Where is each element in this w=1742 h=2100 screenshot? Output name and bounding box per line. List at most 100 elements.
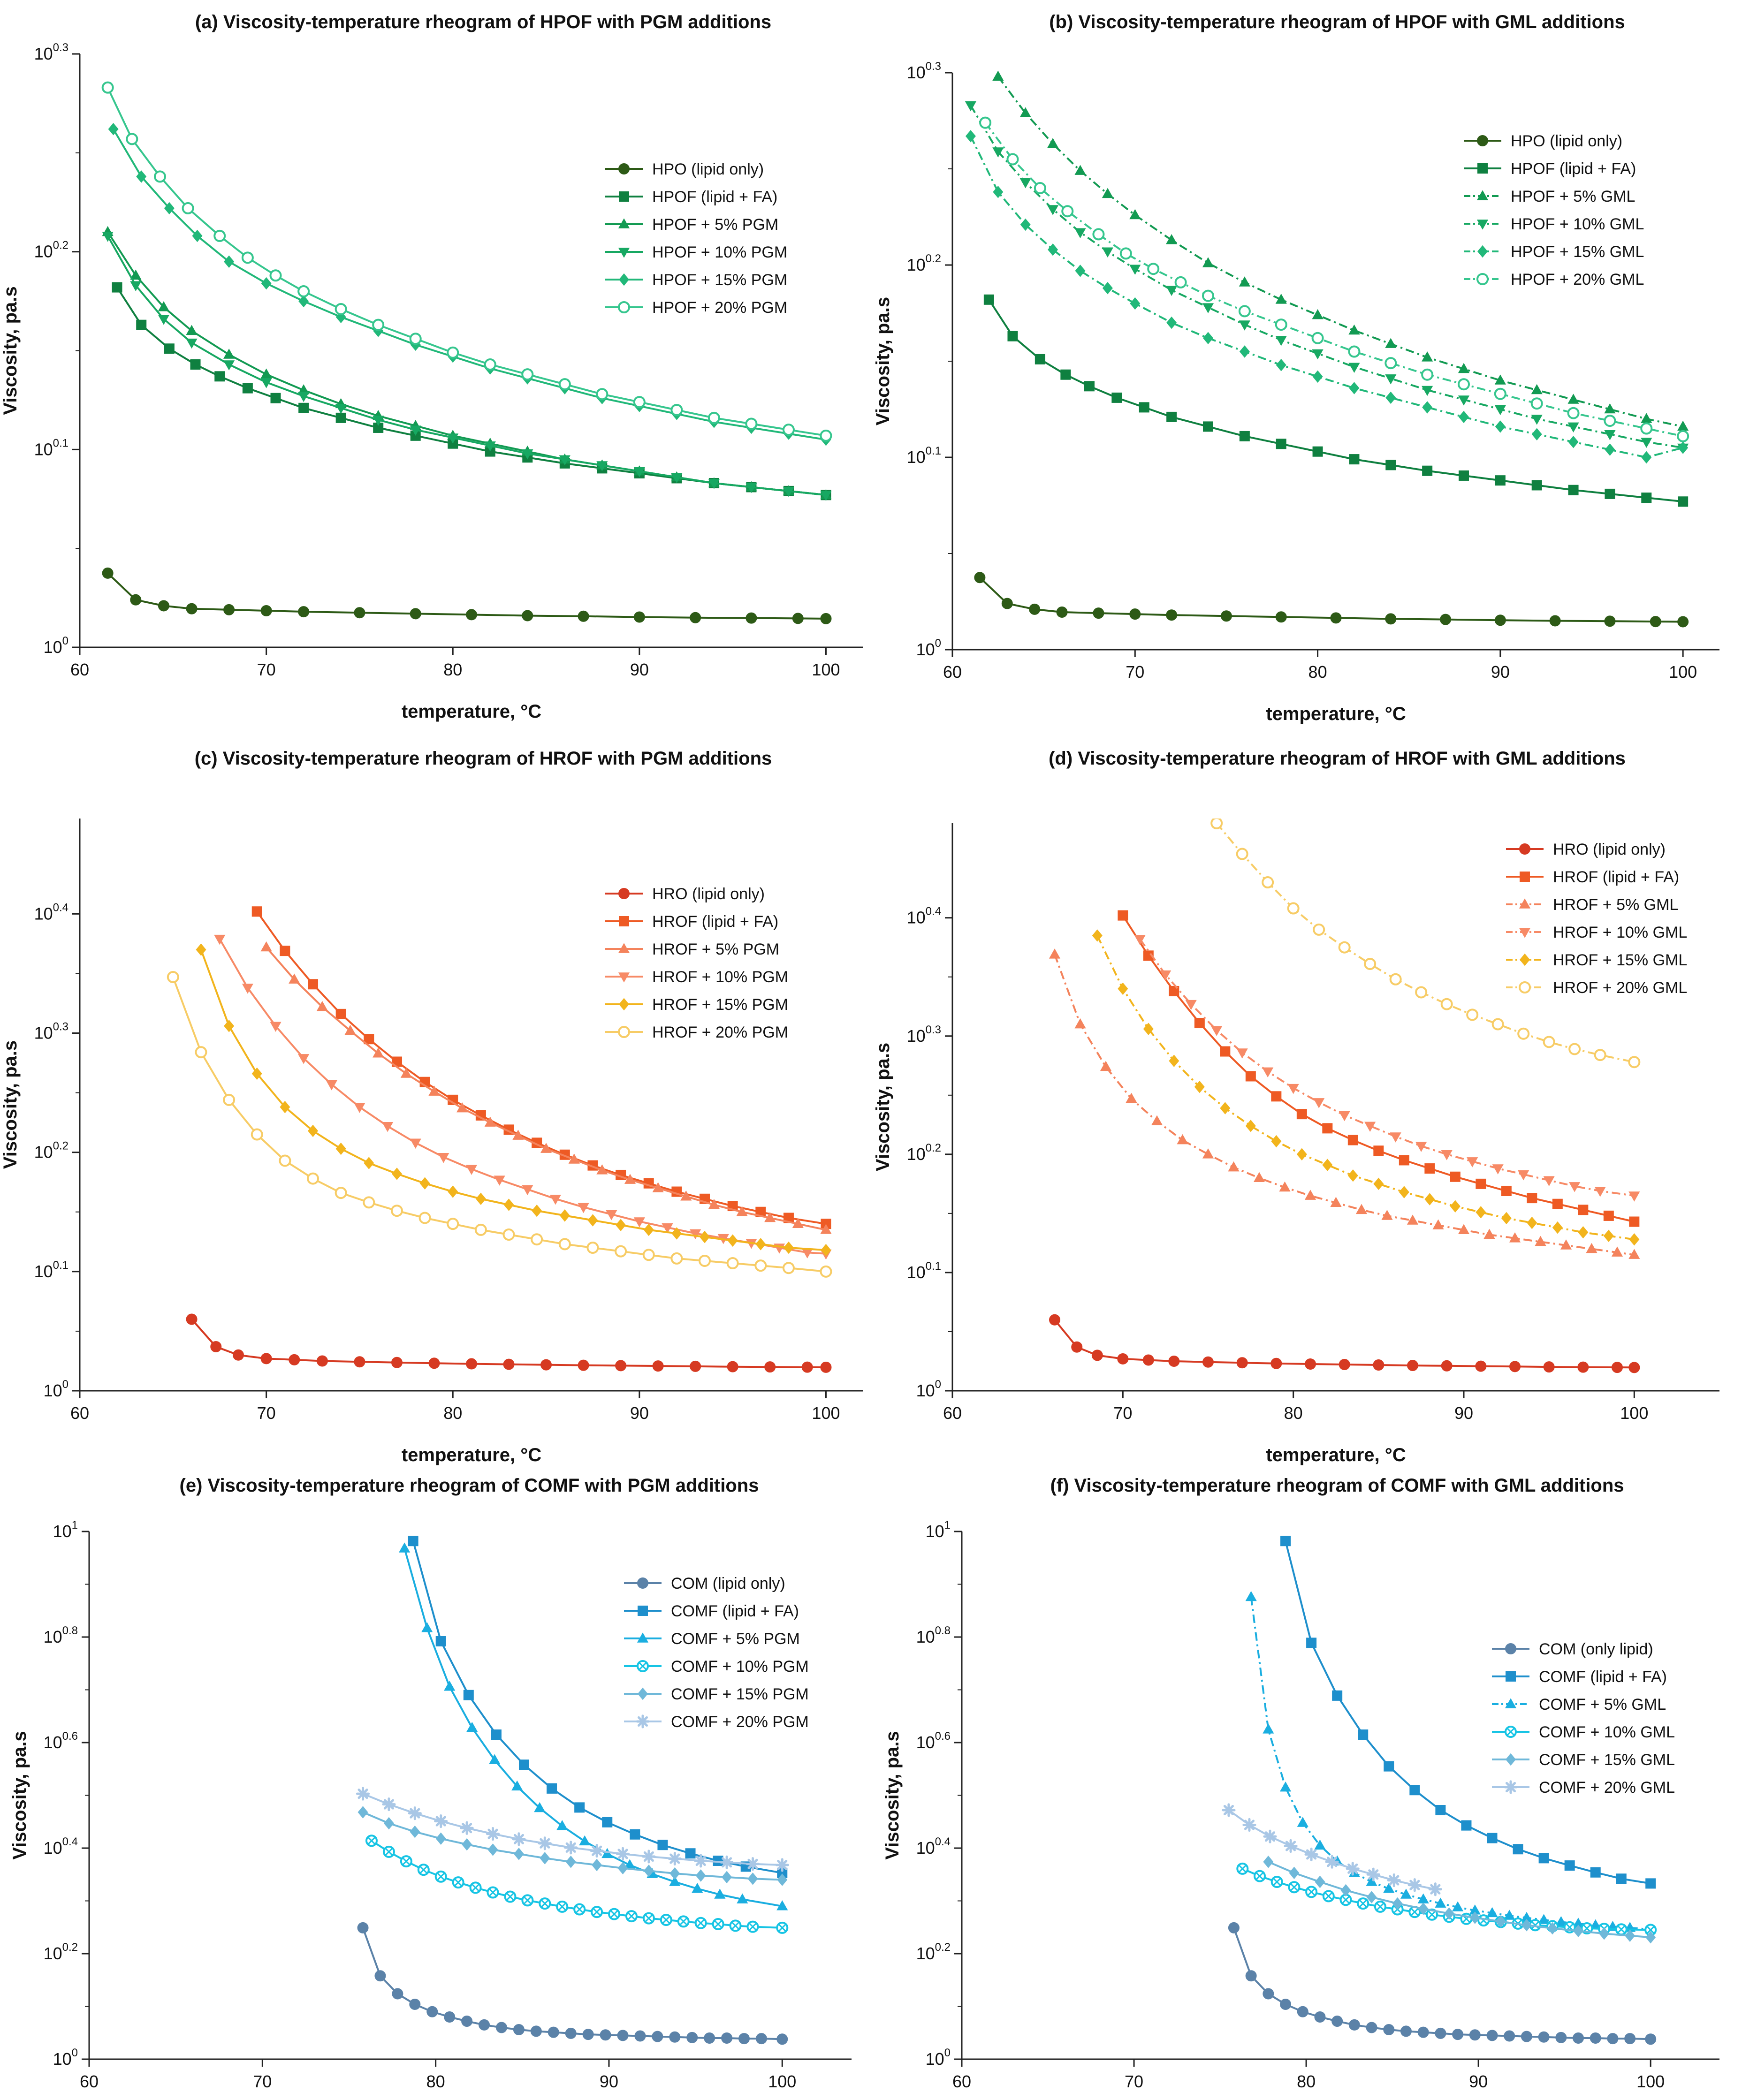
y-tick-base: 10 [44,1733,62,1752]
data-point [633,396,646,409]
data-point [460,1821,474,1835]
marker-cross [778,1924,786,1932]
marker-cross [403,1857,410,1865]
series-hpof-20-pgm [101,81,832,442]
marker-cross [1647,1926,1654,1934]
marker-cross [506,1893,514,1901]
y-tick-label: 100.4 [44,1835,78,1857]
y-tick-exponent: 1 [944,1519,951,1531]
series-line [1216,822,1635,1063]
chart-panel-e: (e) Viscosity-temperature rheogram of CO… [9,1475,852,2091]
data-point [965,130,976,143]
y-tick-base: 10 [926,2049,944,2069]
series-line [1096,935,1635,1241]
data-point [680,1190,692,1201]
data-point [269,269,282,282]
data-point [1228,1161,1240,1172]
data-point [1348,363,1360,373]
y-tick-label: 100 [53,2047,78,2069]
legend-item: HROF + 10% PGM [605,968,788,986]
x-tick-label: 60 [943,662,962,682]
data-point [1444,1907,1454,1920]
data-point [591,1906,603,1918]
data-point [1418,1903,1429,1915]
data-point [1549,615,1561,627]
y-axis-title: Viscosity, pa.s [882,1731,903,1859]
data-point [1220,610,1232,622]
legend-label: HPO (lipid only) [1511,132,1622,150]
data-point [1166,609,1178,621]
data-point [1239,345,1250,358]
data-point [1160,970,1171,981]
data-point [298,402,309,413]
y-tick-exponent: 0 [935,637,941,650]
legend-item: COMF + 10% GML [1492,1723,1675,1741]
chart-title: (c) Viscosity-temperature rheogram of HR… [195,748,772,769]
data-point [354,607,365,619]
data-point [1075,265,1086,277]
y-tick-base: 10 [926,1522,944,1541]
legend-item: COMF + 10% PGM [624,1658,809,1675]
data-point [335,1142,346,1155]
data-point [1424,1163,1435,1174]
data-point [512,1130,524,1140]
y-tick-label: 100.1 [907,1260,941,1282]
legend-marker [638,1606,648,1616]
chart-legend: HRO (lipid only) HROF (lipid + FA) HROF + … [605,885,788,1041]
data-point [1373,1145,1384,1156]
legend-marker [1477,163,1488,174]
data-point [461,2016,473,2027]
data-point [729,1919,742,1932]
data-point [992,147,1004,158]
data-point [214,934,226,945]
legend-item: HPOF + 15% GML [1464,243,1644,261]
legend-marker [619,191,629,202]
y-tick-base: 10 [916,640,935,659]
data-point [1604,615,1616,627]
data-point [1400,1888,1412,1899]
y-axis-title: Viscosity, pa.s [873,297,893,425]
series-group [1049,819,1641,1373]
data-point [1543,1176,1555,1186]
series-com-only-lipid- [1228,1922,1657,2045]
legend-label: HPOF + 5% GML [1511,188,1635,205]
legend-marker [618,218,630,228]
data-point [1494,387,1506,400]
series-hpof-10-gml [965,101,1689,454]
y-tick-exponent: 0.1 [926,445,941,457]
y-tick-label: 100.2 [907,1142,941,1164]
data-point [677,1915,690,1928]
data-point [447,1218,459,1230]
marker-cross [697,1919,705,1927]
x-tick-label: 70 [253,2072,272,2091]
data-point [671,473,683,484]
data-point [1275,294,1287,304]
data-point [1509,1361,1521,1372]
data-point [1166,286,1178,296]
legend-label: COMF + 20% GML [1539,1779,1675,1797]
data-point [316,1001,328,1011]
data-point [1384,357,1397,370]
x-tick-label: 70 [257,1403,276,1423]
y-tick-label: 100.3 [34,1021,68,1043]
marker-cross [454,1879,462,1886]
marker-star-stroke [408,1806,422,1820]
marker-cross [420,1866,427,1873]
series-line [266,947,826,1231]
data-point [1517,1027,1530,1040]
data-point [1166,234,1178,244]
data-point [511,1780,523,1791]
series-hpo-lipid-only- [102,567,832,624]
marker-star-stroke [486,1827,500,1841]
data-point [242,383,253,394]
data-point [669,2031,681,2043]
data-point [280,1100,290,1114]
data-point [1399,1155,1409,1166]
x-tick-label: 80 [1308,662,1327,682]
y-axis-title: Viscosity, pa.s [873,1043,893,1171]
legend-item: COM (only lipid) [1492,1640,1653,1658]
marker-star-stroke [564,1841,578,1855]
data-point [487,1843,498,1856]
data-point [624,1859,636,1869]
